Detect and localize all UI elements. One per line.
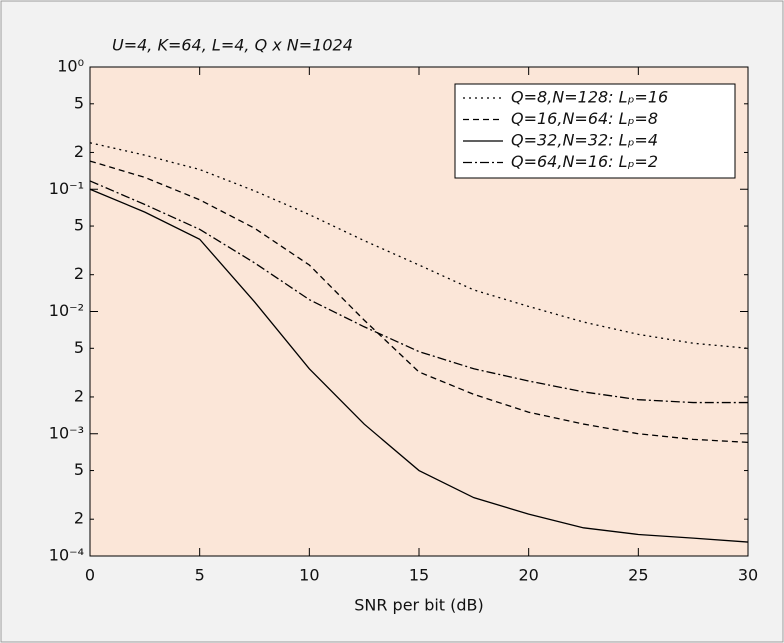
legend-label: Q=16,N=64: Lₚ=8 <box>511 109 658 128</box>
series-line <box>89 142 749 349</box>
y-tick-label: 10⁰ <box>57 57 84 76</box>
y-tick-label: 2 <box>74 509 84 528</box>
y-tick-label: 10⁻⁴ <box>49 546 84 565</box>
x-tick-label: 25 <box>628 566 648 585</box>
y-tick-label: 5 <box>74 93 84 112</box>
x-tick-label: 10 <box>299 566 319 585</box>
x-tick-label: 15 <box>409 566 429 585</box>
legend-label: Q=32,N=32: Lₚ=4 <box>511 131 658 150</box>
x-tick-label: 30 <box>738 566 758 585</box>
y-tick-label: 5 <box>74 216 84 235</box>
y-tick-label: 5 <box>74 338 84 357</box>
legend-label: Q=64,N=16: Lₚ=2 <box>511 152 658 171</box>
y-tick-label: 10⁻¹ <box>49 179 84 198</box>
y-tick-label: 10⁻³ <box>49 423 84 442</box>
legend-label: Q=8,N=128: Lₚ=16 <box>511 88 668 107</box>
y-tick-label: 2 <box>74 386 84 405</box>
x-axis-label: SNR per bit (dB) <box>354 596 484 615</box>
y-tick-label: 5 <box>74 460 84 479</box>
y-tick-label: 2 <box>74 264 84 283</box>
x-tick-label: 0 <box>85 566 95 585</box>
chart-title: U=4, K=64, L=4, Q x N=1024 <box>112 36 353 55</box>
series-line <box>89 180 748 404</box>
series-line <box>89 188 749 543</box>
y-tick-label: 2 <box>74 142 84 161</box>
x-tick-label: 5 <box>195 566 205 585</box>
x-tick-label: 20 <box>518 566 538 585</box>
y-tick-label: 10⁻² <box>49 301 84 320</box>
